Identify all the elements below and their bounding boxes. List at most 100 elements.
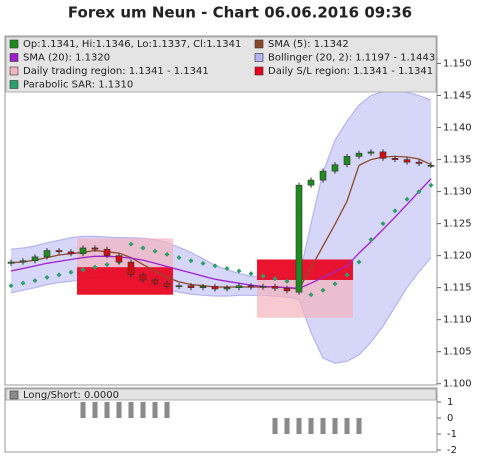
- bar: [152, 402, 158, 418]
- candle-body: [151, 279, 159, 284]
- candle-body: [139, 274, 147, 281]
- candle-body: [271, 286, 279, 289]
- legend-swatch: [9, 66, 19, 76]
- legend-swatch: [9, 80, 19, 89]
- y-tick-label: 1.115: [443, 283, 472, 294]
- y-tick-label: 1.110: [443, 315, 472, 326]
- candle-body: [7, 261, 15, 264]
- legend-label: Daily trading region: 1.1341 - 1.1341: [23, 66, 209, 77]
- candle-body: [235, 285, 243, 288]
- sar-point: [188, 258, 194, 264]
- bar: [332, 418, 338, 434]
- legend-swatch: [9, 39, 19, 49]
- sar-point: [344, 272, 350, 278]
- bar: [80, 402, 86, 418]
- sar-point: [260, 273, 266, 279]
- sar-point: [68, 269, 74, 275]
- sar-point: [356, 259, 362, 265]
- bar: [308, 418, 314, 434]
- candle-body: [355, 152, 363, 157]
- legend-swatch: [9, 390, 19, 400]
- sar-point: [128, 241, 134, 247]
- bar: [164, 402, 170, 418]
- y-tick-label: -1: [447, 429, 457, 440]
- legend-label: Daily S/L region: 1.1341 - 1.1341: [268, 66, 433, 77]
- bar: [344, 418, 350, 434]
- y-tick-label: 1: [447, 397, 453, 408]
- candle-body: [91, 247, 99, 250]
- legend-swatch: [254, 39, 264, 49]
- candle-body: [343, 156, 351, 166]
- legend-box: [5, 36, 437, 93]
- sar-point: [152, 248, 158, 254]
- legend-label: Long/Short: 0.0000: [23, 390, 119, 401]
- candle-body: [43, 250, 51, 258]
- sar-point: [428, 182, 434, 188]
- bar: [272, 418, 278, 434]
- bar: [92, 402, 98, 418]
- y-tick-label: 0: [447, 413, 453, 424]
- candle-body: [331, 164, 339, 172]
- candle-body: [379, 151, 387, 159]
- bollinger-upper: [10, 89, 432, 280]
- candle-body: [295, 184, 303, 293]
- sar-point: [248, 271, 254, 277]
- candle-body: [211, 286, 219, 290]
- bar: [284, 418, 290, 434]
- candle-body: [403, 159, 411, 163]
- y-tick-label: 1.125: [443, 219, 472, 230]
- y-tick-label: 1.150: [443, 59, 472, 70]
- candle-body: [103, 248, 111, 256]
- y-tick-label: -2: [447, 445, 457, 456]
- y-tick-label: 1.130: [443, 187, 472, 198]
- bar: [296, 418, 302, 434]
- legend-label: Op:1.1341, Hi:1.1346, Lo:1.1337, Cl:1.13…: [23, 39, 241, 50]
- candle-body: [367, 151, 375, 154]
- sar-point: [32, 278, 38, 284]
- legend-label: Bollinger (20, 2): 1.1197 - 1.1443: [268, 53, 435, 64]
- sar-point: [404, 196, 410, 202]
- candle-body: [163, 282, 171, 287]
- sar-point: [212, 263, 218, 269]
- bar: [104, 402, 110, 418]
- candle-body: [391, 158, 399, 160]
- candle-body: [31, 256, 39, 262]
- sar-point: [140, 245, 146, 251]
- candle-body: [283, 288, 291, 292]
- sar-point: [284, 278, 290, 284]
- sar-point: [416, 189, 422, 195]
- y-tick-label: 1.140: [443, 123, 472, 134]
- line: [10, 178, 432, 289]
- legend-label: Parabolic SAR: 1.1310: [23, 80, 133, 91]
- legend-swatch: [9, 53, 19, 62]
- candle-body: [199, 286, 207, 288]
- candle-body: [67, 251, 75, 255]
- legend-swatch: [254, 66, 264, 76]
- chart-title: Forex um Neun - Chart 06.06.2016 09:36: [68, 4, 412, 22]
- sar-point: [20, 280, 26, 286]
- candle-body: [319, 170, 327, 181]
- sar-point: [80, 267, 86, 273]
- bar: [320, 418, 326, 434]
- sar-point: [44, 274, 50, 280]
- candle-body: [247, 285, 255, 288]
- candle-body: [259, 286, 267, 288]
- candle-body: [175, 285, 183, 288]
- sar-point: [8, 283, 14, 289]
- y-tick-label: 1.100: [443, 379, 472, 390]
- y-tick-label: 1.145: [443, 91, 472, 102]
- y-tick-label: 1.120: [443, 251, 472, 262]
- bar: [356, 418, 362, 434]
- sar-point: [320, 287, 326, 293]
- sar-point: [236, 268, 242, 274]
- sar-point: [368, 237, 374, 243]
- sar-point: [56, 272, 62, 278]
- sar-point: [380, 221, 386, 227]
- sar-point: [104, 262, 110, 268]
- legend-label: SMA (5): 1.1342: [268, 39, 349, 50]
- bar: [128, 402, 134, 418]
- candle-body: [223, 287, 231, 290]
- sar-point: [92, 264, 98, 270]
- sar-point: [200, 260, 206, 266]
